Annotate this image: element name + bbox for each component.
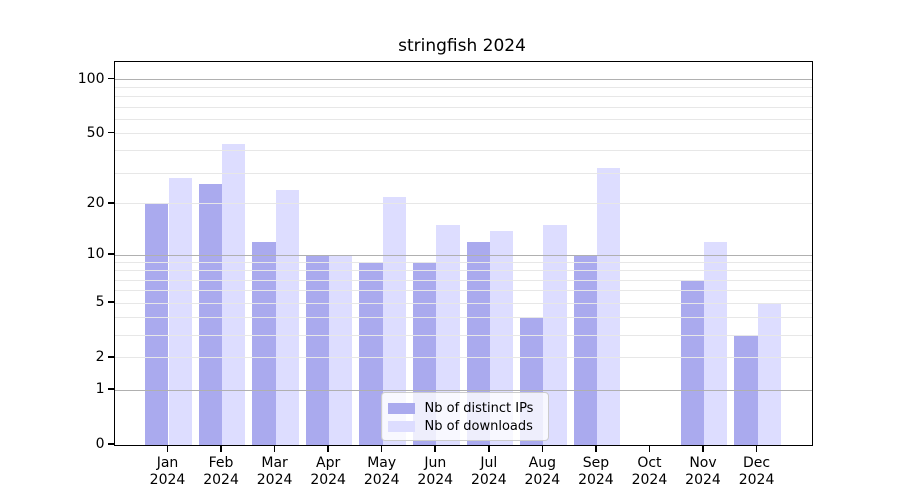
gridline <box>114 79 812 80</box>
x-tick-label: Feb 2024 <box>203 455 239 488</box>
legend-item-distinct-ips: Nb of distinct IPs <box>387 400 540 416</box>
gridline <box>114 279 812 281</box>
gridline <box>114 334 812 336</box>
x-tick-label: Nov 2024 <box>685 455 721 488</box>
y-tick-label: 2 <box>95 348 105 365</box>
x-tick-mark <box>166 445 169 452</box>
chart-title: stringfish 2024 <box>398 36 526 56</box>
legend-swatch-distinct-ips <box>387 402 415 414</box>
gridline <box>114 262 812 264</box>
gridline <box>114 172 812 174</box>
x-tick-mark <box>755 445 758 452</box>
bar <box>168 178 192 445</box>
x-tick-mark <box>541 445 544 452</box>
gridline <box>114 317 812 319</box>
x-tick-mark <box>434 445 437 452</box>
gridline <box>114 302 812 304</box>
x-tick-mark <box>380 445 383 452</box>
y-tick-label: 100 <box>77 70 105 87</box>
x-tick-label: Mar 2024 <box>256 455 293 488</box>
legend-label-distinct-ips: Nb of distinct IPs <box>424 400 534 416</box>
bar <box>573 255 597 445</box>
bar <box>680 280 704 445</box>
x-tick-mark <box>273 445 276 452</box>
legend-swatch-downloads <box>387 420 415 432</box>
gridline <box>114 357 812 359</box>
y-tick-label: 20 <box>86 194 105 211</box>
gridline <box>114 270 812 272</box>
bar <box>359 262 383 445</box>
bar <box>222 143 246 445</box>
bar <box>757 303 781 445</box>
bar <box>198 184 223 445</box>
x-tick-label: Jan 2024 <box>149 455 186 488</box>
gridline <box>114 87 812 89</box>
gridline <box>114 203 812 205</box>
legend-item-downloads: Nb of downloads <box>387 418 540 434</box>
bar <box>382 196 406 445</box>
legend-label-downloads: Nb of downloads <box>424 418 533 434</box>
x-tick-label: Dec 2024 <box>738 455 775 488</box>
gridline <box>114 106 812 108</box>
bar <box>329 255 353 445</box>
bar <box>489 230 514 445</box>
x-tick-label: Apr 2024 <box>310 455 346 488</box>
y-tick-label: 10 <box>86 246 105 263</box>
gridline <box>114 96 812 98</box>
bar <box>145 203 169 445</box>
y-tick-label: 5 <box>95 294 105 311</box>
gridline <box>114 290 812 292</box>
y-tick-label: 50 <box>86 124 105 141</box>
gridline <box>114 254 812 256</box>
gridline <box>114 133 812 135</box>
bar <box>596 168 621 445</box>
gridline <box>114 150 812 152</box>
legend: Nb of distinct IPs Nb of downloads <box>380 392 549 441</box>
plot-area: Nb of distinct IPs Nb of downloads <box>113 61 813 446</box>
x-tick-label: Oct 2024 <box>631 455 668 488</box>
bar <box>704 241 728 445</box>
gridline <box>114 389 812 391</box>
bar <box>305 255 330 445</box>
gridline <box>114 118 812 120</box>
x-tick-mark <box>327 445 329 452</box>
x-tick-mark <box>220 445 222 452</box>
x-tick-mark <box>488 445 490 452</box>
x-tick-label: Sep 2024 <box>578 455 614 488</box>
y-tick-label: 1 <box>95 381 105 398</box>
bar <box>252 241 276 445</box>
x-tick-mark <box>702 445 704 452</box>
y-tick-label: 0 <box>95 436 105 452</box>
x-tick-mark <box>648 445 651 452</box>
x-tick-label: Aug 2024 <box>524 455 561 488</box>
x-tick-label: Jul 2024 <box>470 455 507 488</box>
x-tick-label: May 2024 <box>363 455 400 488</box>
x-tick-mark <box>595 445 597 452</box>
x-tick-label: Jun 2024 <box>417 455 454 488</box>
